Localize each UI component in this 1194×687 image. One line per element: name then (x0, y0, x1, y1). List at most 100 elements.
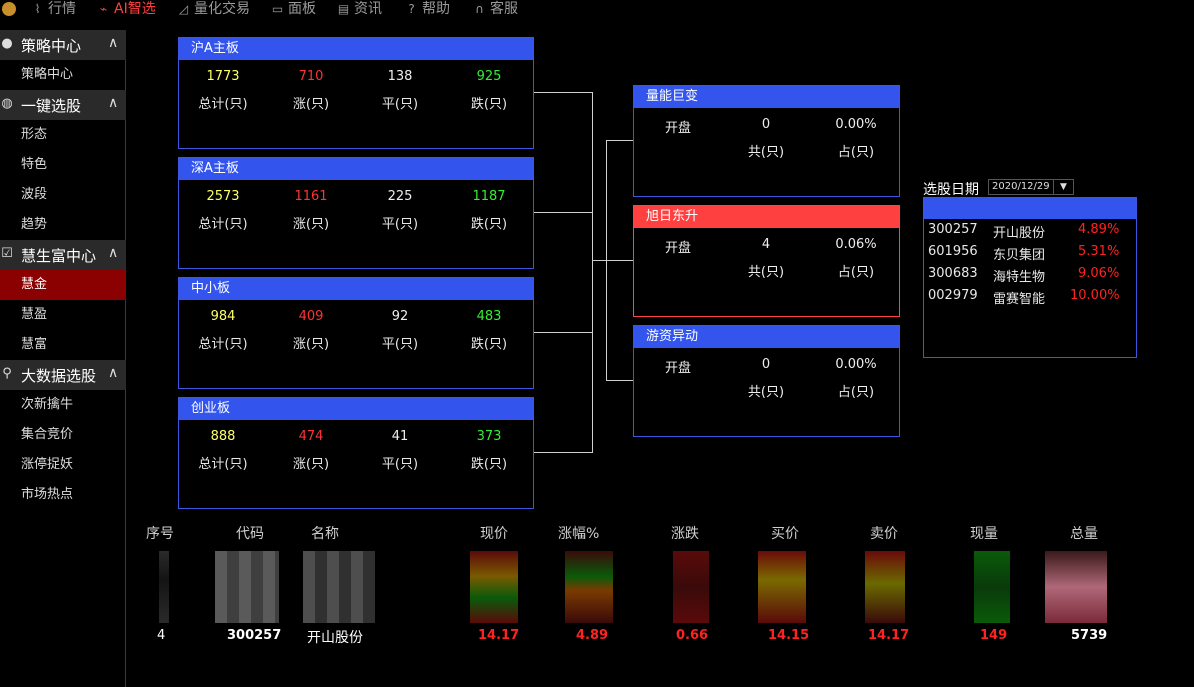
market-title: 创业板 (179, 398, 533, 420)
col-header-code[interactable]: 代码 (236, 526, 264, 542)
market-flat: 138 (387, 69, 413, 84)
col-header-name[interactable]: 名称 (311, 526, 339, 542)
chevron-down-icon[interactable]: ▼ (1053, 180, 1073, 194)
label-count: 共(只) (747, 265, 785, 280)
stock-code: 002979 (928, 288, 978, 303)
strategy-ratio: 0.06% (835, 237, 877, 252)
market-title: 中小板 (179, 278, 533, 300)
sidebar-item-huijin[interactable]: 慧金 (0, 270, 126, 300)
label-down: 跌(只) (470, 337, 508, 352)
picked-stock-row[interactable]: 002979 雷赛智能 10.00% (924, 286, 1136, 308)
market-flat: 41 (391, 429, 409, 444)
label-down: 跌(只) (470, 457, 508, 472)
nav-news[interactable]: ▤ 资讯 (337, 1, 382, 17)
col-header-price[interactable]: 现价 (480, 526, 508, 542)
strategy-box-rising-sun[interactable]: 旭日东升 开盘 4 0.06% 共(只) 占(只) (633, 205, 900, 317)
market-total: 2573 (206, 189, 240, 204)
sidebar-item-pattern[interactable]: 形态 (21, 127, 48, 142)
sidebar-item-strategy-center[interactable]: 策略中心 (21, 67, 74, 82)
market-box-chinext[interactable]: 创业板 888 474 41 373 总计(只) 涨(只) 平(只) 跌(只) (178, 397, 534, 509)
connector-line (606, 260, 633, 261)
blurred-cell (1045, 551, 1107, 623)
strategy-title: 量能巨变 (634, 86, 899, 108)
connector-line (606, 140, 633, 141)
nav-panel[interactable]: ▭ 面板 (271, 1, 316, 17)
row-change: 0.66 (676, 628, 709, 643)
picked-stock-row[interactable]: 300683 海特生物 9.06% (924, 264, 1136, 286)
pick-date-label: 选股日期 (923, 182, 979, 198)
sidebar-group-big-data[interactable]: ⚲ 大数据选股 ∧ (0, 360, 126, 390)
label-down: 跌(只) (470, 97, 508, 112)
nav-market[interactable]: ⌇ 行情 (30, 0, 76, 20)
label-total: 总计(只) (198, 337, 248, 352)
app-logo[interactable] (2, 2, 16, 16)
label-total: 总计(只) (198, 457, 248, 472)
market-up: 409 (298, 309, 324, 324)
label-ratio: 占(只) (837, 385, 875, 400)
row-code: 300257 (227, 628, 282, 643)
network-icon: ⚲ (2, 366, 12, 381)
strategy-title: 旭日东升 (634, 206, 899, 228)
picked-stock-row[interactable]: 300257 开山股份 4.89% (924, 220, 1136, 242)
sidebar-group-strategy-center[interactable]: ● 策略中心 ∧ (0, 30, 126, 60)
nav-quant-trade[interactable]: ◿ 量化交易 (176, 0, 250, 20)
sidebar-item-swing[interactable]: 波段 (21, 187, 48, 202)
market-box-sz-main[interactable]: 深A主板 2573 1161 225 1187 总计(只) 涨(只) 平(只) … (178, 157, 534, 269)
headset-icon: ∩ (475, 2, 484, 16)
panel-icon: ▭ (271, 2, 284, 16)
chevron-up-icon: ∧ (108, 365, 119, 381)
chevron-up-icon: ∧ (108, 95, 119, 111)
stock-name: 雷赛智能 (993, 292, 1046, 307)
picked-stock-header (924, 198, 1136, 219)
sidebar-group-wealth-center[interactable]: ☑ 慧生富中心 ∧ (0, 240, 126, 270)
strategy-box-volume-change[interactable]: 量能巨变 开盘 0 0.00% 共(只) 占(只) (633, 85, 900, 197)
sidebar: ● 策略中心 ∧ 策略中心 ◍ 一键选股 ∧ 形态 特色 波段 趋势 ☑ 慧生富… (0, 30, 126, 687)
connector-line (534, 92, 593, 93)
stock-name: 东贝集团 (993, 248, 1046, 263)
strategy-box-hot-money[interactable]: 游资异动 开盘 0 0.00% 共(只) 占(只) (633, 325, 900, 437)
label-flat: 平(只) (381, 457, 419, 472)
market-up: 1161 (294, 189, 328, 204)
sidebar-item-feature[interactable]: 特色 (21, 157, 48, 172)
label-open: 开盘 (664, 361, 691, 376)
label-flat: 平(只) (381, 97, 419, 112)
market-title: 深A主板 (179, 158, 533, 180)
picked-stock-row[interactable]: 601956 东贝集团 5.31% (924, 242, 1136, 264)
label-flat: 平(只) (381, 337, 419, 352)
col-header-total[interactable]: 总量 (1070, 526, 1098, 542)
market-down: 1187 (472, 189, 506, 204)
ai-chart-icon: ⌁ (99, 2, 108, 16)
sidebar-item-huifu[interactable]: 慧富 (21, 337, 48, 352)
sidebar-group-one-click-pick[interactable]: ◍ 一键选股 ∧ (0, 90, 126, 120)
market-box-sme[interactable]: 中小板 984 409 92 483 总计(只) 涨(只) 平(只) 跌(只) (178, 277, 534, 389)
sidebar-item-market-hot[interactable]: 市场热点 (21, 487, 74, 502)
col-header-change[interactable]: 涨跌 (671, 526, 699, 542)
sidebar-item-huiying[interactable]: 慧盈 (21, 307, 48, 322)
market-box-sh-main[interactable]: 沪A主板 1773 710 138 925 总计(只) 涨(只) 平(只) 跌(… (178, 37, 534, 149)
sidebar-item-limit-up[interactable]: 涨停捉妖 (21, 457, 74, 472)
col-header-ask[interactable]: 卖价 (870, 526, 898, 542)
market-total: 984 (210, 309, 236, 324)
label-up: 涨(只) (292, 217, 330, 232)
market-total: 888 (210, 429, 236, 444)
col-header-pct[interactable]: 涨幅% (558, 526, 600, 542)
pick-date-select[interactable]: 2020/12/29 ▼ (988, 179, 1074, 195)
market-total: 1773 (206, 69, 240, 84)
col-header-vol[interactable]: 现量 (970, 526, 998, 542)
nav-ai-select[interactable]: ⌁ AI智选 (96, 0, 156, 20)
sidebar-item-new-stock[interactable]: 次新擒牛 (21, 397, 74, 412)
blurred-cell (673, 551, 709, 623)
col-header-index[interactable]: 序号 (146, 526, 174, 542)
sidebar-item-trend[interactable]: 趋势 (21, 217, 48, 232)
label-open: 开盘 (664, 121, 691, 136)
strategy-count: 0 (761, 117, 771, 132)
market-up: 474 (298, 429, 324, 444)
row-total: 5739 (1071, 628, 1108, 643)
blurred-cell (565, 551, 613, 623)
nav-service[interactable]: ∩ 客服 (472, 0, 518, 20)
market-up: 710 (298, 69, 324, 84)
row-name[interactable]: 开山股份 (307, 630, 363, 646)
sidebar-item-auction[interactable]: 集合竞价 (21, 427, 74, 442)
nav-help[interactable]: ? 帮助 (404, 0, 450, 20)
col-header-bid[interactable]: 买价 (771, 526, 799, 542)
